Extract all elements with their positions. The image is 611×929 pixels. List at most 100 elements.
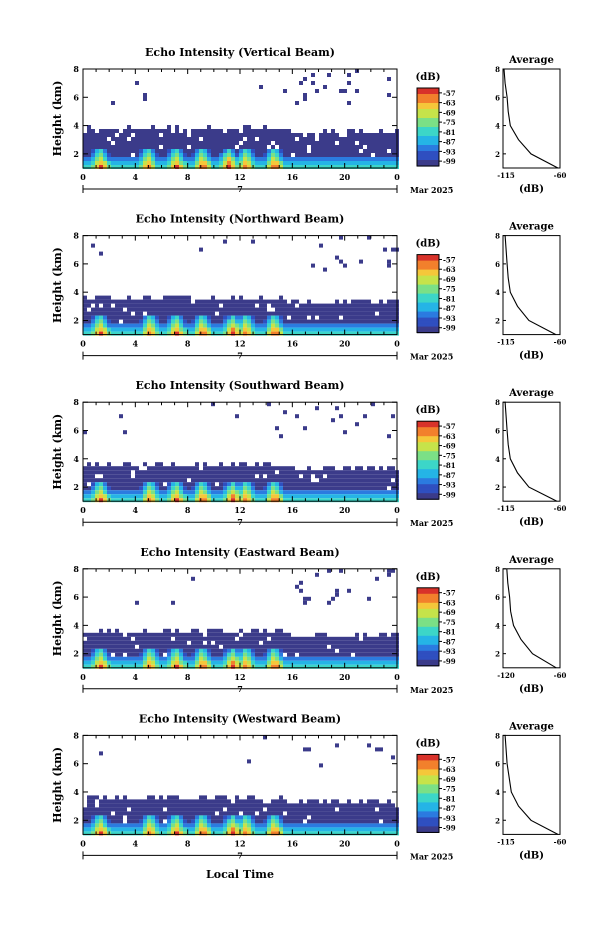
heatmap-cell: [211, 157, 215, 161]
heatmap-cell: [223, 161, 227, 165]
heatmap-cell: [387, 141, 391, 145]
heatmap-cell: [287, 319, 291, 324]
month-label: Mar 2025: [410, 851, 453, 861]
heatmap-cell: [95, 161, 99, 165]
heatmap-cell: [151, 145, 155, 149]
heatmap-cell: [343, 263, 347, 268]
heatmap-cell: [255, 307, 259, 312]
heatmap-cell: [263, 323, 267, 328]
heatmap-cell: [139, 494, 143, 499]
heatmap-cell: [331, 478, 335, 483]
heatmap-cell: [155, 640, 159, 645]
average-profile-line: [504, 735, 559, 835]
heatmap-cell: [319, 632, 323, 637]
heatmap-cell: [191, 644, 195, 649]
heatmap-cell: [379, 470, 383, 475]
heatmap-cell: [235, 799, 239, 804]
colorbar-step: [417, 127, 439, 131]
heatmap-cell: [243, 803, 247, 808]
heatmap-cell: [287, 807, 291, 812]
heatmap-cell: [287, 656, 291, 661]
heatmap-cell: [147, 153, 151, 157]
heatmap-cell: [335, 811, 339, 816]
heatmap-cell: [107, 815, 111, 820]
heatmap-cell: [331, 482, 335, 487]
heatmap-cell: [347, 466, 351, 471]
heatmap-cell: [91, 803, 95, 808]
heatmap-cell: [211, 656, 215, 661]
heatmap-cell: [315, 498, 319, 503]
heatmap-cell: [127, 811, 131, 816]
heatmap-cell: [243, 486, 247, 491]
heatmap-cell: [259, 157, 263, 161]
heatmap-cell: [323, 161, 327, 165]
heatmap-cell: [311, 482, 315, 487]
heatmap-cell: [311, 141, 315, 145]
heatmap-cell: [215, 490, 219, 495]
heatmap-cell: [111, 819, 115, 824]
heatmap-cell: [183, 831, 187, 836]
heatmap-cell: [83, 307, 87, 312]
heatmap-cell: [347, 636, 351, 641]
heatmap-cell: [187, 807, 191, 812]
heatmap-cell: [379, 149, 383, 153]
heatmap-cell: [275, 149, 279, 153]
heatmap-cell: [135, 478, 139, 483]
heatmap-cell: [351, 299, 355, 304]
heatmap-cell: [387, 494, 391, 499]
heatmap-cell: [187, 803, 191, 808]
colorbar-step: [417, 802, 439, 806]
heatmap-cell: [323, 129, 327, 133]
heatmap-cell: [143, 827, 147, 832]
heatmap-cell: [375, 323, 379, 328]
heatmap-cell: [387, 811, 391, 816]
heatmap-cell: [299, 807, 303, 812]
heatmap-cell: [371, 815, 375, 820]
heatmap-cell: [379, 807, 383, 812]
heatmap-cell: [211, 664, 215, 669]
heatmap-cell: [183, 478, 187, 483]
heatmap-cell: [251, 149, 255, 153]
heatmap-cell: [355, 486, 359, 491]
colorbar-step: [417, 608, 439, 613]
heatmap-cell: [175, 490, 179, 495]
heatmap-cell: [159, 303, 163, 308]
colorbar-step: [417, 439, 439, 443]
heatmap-cell: [275, 656, 279, 661]
heatmap-cell: [287, 331, 291, 336]
heatmap-cell: [235, 311, 239, 316]
heatmap-cell: [311, 153, 315, 157]
heatmap-cell: [275, 644, 279, 649]
heatmap-cell: [267, 165, 271, 169]
heatmap-cell: [159, 660, 163, 665]
heatmap-cell: [239, 161, 243, 165]
heatmap-cell: [251, 129, 255, 133]
heatmap-cell: [187, 307, 191, 312]
heatmap-cell: [243, 315, 247, 320]
heatmap-cell: [359, 486, 363, 491]
colorbar-step: [417, 781, 439, 785]
heatmap-cell: [331, 490, 335, 495]
heatmap-cell: [375, 799, 379, 804]
x-tick-label: 8: [185, 505, 191, 515]
heatmap-cell: [359, 331, 363, 336]
heatmap-cell: [115, 494, 119, 499]
heatmap-cell: [283, 498, 287, 503]
heatmap-cell: [211, 295, 215, 300]
heatmap-cell: [283, 636, 287, 641]
heatmap-cell: [363, 315, 367, 320]
heatmap-cell: [279, 307, 283, 312]
heatmap-cell: [175, 819, 179, 824]
heatmap-cell: [263, 133, 267, 137]
heatmap-cell: [391, 827, 395, 832]
heatmap-cell: [335, 636, 339, 641]
colorbar-step: [417, 778, 439, 782]
heatmap-cell: [87, 165, 91, 169]
heatmap-cell: [99, 831, 103, 836]
heatmap-cell: [187, 315, 191, 320]
heatmap-cell: [107, 803, 111, 808]
heatmap-cell: [319, 660, 323, 665]
heatmap-cell: [267, 478, 271, 483]
heatmap-cell: [315, 331, 319, 336]
